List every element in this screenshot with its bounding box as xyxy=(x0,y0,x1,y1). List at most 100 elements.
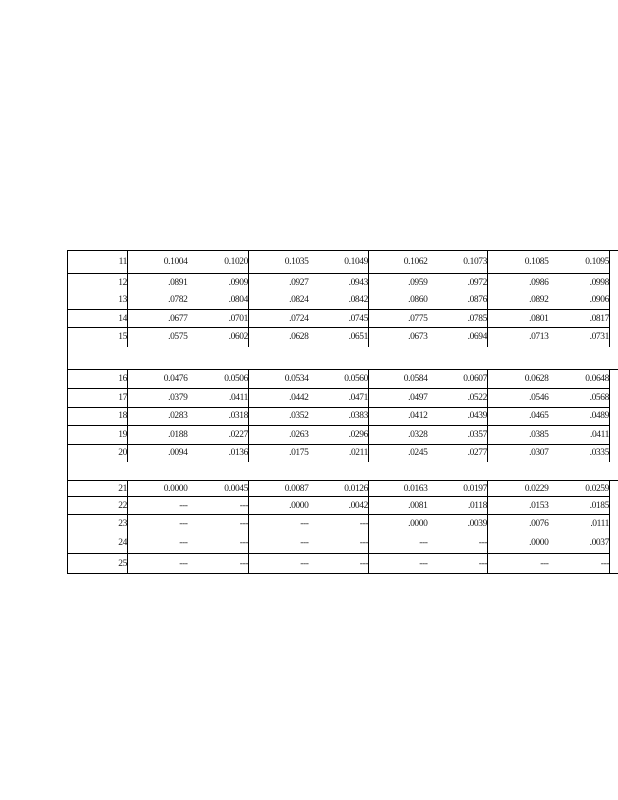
table-cell: .0094 xyxy=(168,448,188,459)
table-cell: .0731 xyxy=(548,327,610,347)
row-label: 20 xyxy=(67,444,128,462)
table-cell: 0.1020 xyxy=(187,250,249,274)
table-cell: .0909 xyxy=(187,273,249,292)
row-label: 11 xyxy=(67,250,128,274)
table-row: 17 .0379 .0411 .0442 .0471 .0497 .0522 .… xyxy=(67,388,618,408)
table-row: 23 --- --- --- --- .0000 .0039 .0076 .01… xyxy=(67,514,618,534)
table-cell: .0801 xyxy=(487,309,549,328)
table-cell: .0546 xyxy=(487,388,549,408)
table-cell: .0442 xyxy=(248,388,309,408)
table-cell: .0335 xyxy=(548,444,610,462)
table-cell: 0.0560 xyxy=(308,369,369,389)
row-label: 22 xyxy=(67,496,128,515)
table-cell-cutoff xyxy=(610,554,618,574)
table-cell: .0328 xyxy=(368,425,428,445)
table-cell: .0568 xyxy=(548,388,610,408)
table-cell: --- xyxy=(179,519,188,530)
table-cell: --- xyxy=(308,514,369,534)
row-label: 16 xyxy=(67,369,128,389)
row-label: 21 xyxy=(67,480,128,497)
table-row: 21 0.0000 0.0045 0.0087 0.0126 0.0163 0.… xyxy=(67,480,618,497)
table-cell: .0651 xyxy=(308,327,369,347)
table-cell: 0.0628 xyxy=(487,369,549,389)
table-cell: .0972 xyxy=(427,273,488,292)
table-cell-cutoff xyxy=(610,407,618,425)
table-cell: --- xyxy=(179,558,188,569)
table-cell: .0111 xyxy=(548,514,610,534)
table-cell: .0037 xyxy=(548,533,610,554)
table-cell-cutoff xyxy=(610,534,618,554)
table-cell-cutoff xyxy=(610,515,618,534)
table-cell: 0.0607 xyxy=(427,369,488,389)
row-label: 17 xyxy=(67,388,128,408)
table-cell: --- xyxy=(187,533,249,554)
table-cell: .0118 xyxy=(427,496,488,515)
table-cell: .0227 xyxy=(187,425,249,445)
table-band-2: 16 0.0476 0.0506 0.0534 0.0560 0.0584 0.… xyxy=(67,368,618,462)
band-gap xyxy=(67,462,618,480)
table-cell: --- xyxy=(187,496,249,515)
table-cell: .0745 xyxy=(308,309,369,328)
table-cell: .0701 xyxy=(187,309,249,328)
table-cell: 0.1095 xyxy=(548,250,610,274)
table-cell: .0775 xyxy=(368,309,428,328)
table-cell: .0188 xyxy=(127,425,188,445)
table-cell: .0383 xyxy=(308,407,369,426)
table-cell: .0385 xyxy=(487,425,549,445)
table-cell: .0136 xyxy=(187,444,249,462)
table-cell: 0.0648 xyxy=(548,369,610,389)
table-cell: .0318 xyxy=(187,407,249,426)
table-cell: --- xyxy=(300,558,309,569)
row-label: 18 xyxy=(67,407,128,426)
table-cell: .0817 xyxy=(548,309,610,328)
table-cell: .0677 xyxy=(127,309,188,328)
table-cell: .0153 xyxy=(487,496,549,515)
table-row: 19 .0188 .0227 .0263 .0296 .0328 .0357 .… xyxy=(67,425,618,445)
table-cell: .0628 xyxy=(289,332,309,343)
table-cell: --- xyxy=(127,496,188,515)
table-cell: .0842 xyxy=(308,291,369,310)
table-row: 11 0.1004 0.1020 0.1035 0.1049 0.1062 0.… xyxy=(67,250,618,274)
table-cell: .0673 xyxy=(408,332,428,343)
table-cell-cutoff xyxy=(610,388,618,407)
table-cell: .0986 xyxy=(529,277,549,288)
table-cell: .0694 xyxy=(427,327,488,347)
table-cell: 0.0126 xyxy=(308,480,369,497)
table-row: 24 --- --- --- --- --- --- .0000 .0037 xyxy=(67,533,618,554)
table-cell: .0357 xyxy=(427,425,488,445)
table-cell-cutoff xyxy=(610,292,618,310)
row-label: 25 xyxy=(67,553,128,574)
table-cell: .0785 xyxy=(427,309,488,328)
table-cell: --- xyxy=(540,558,549,569)
table-cell: .0522 xyxy=(427,388,488,408)
table-cell: --- xyxy=(427,553,488,574)
table-cell: .0724 xyxy=(248,309,309,328)
table-cell: .0471 xyxy=(308,388,369,408)
coefficient-table: 11 0.1004 0.1020 0.1035 0.1049 0.1062 0.… xyxy=(67,250,618,574)
table-cell: .0906 xyxy=(548,291,610,310)
table-band-1: 11 0.1004 0.1020 0.1035 0.1049 0.1062 0.… xyxy=(67,250,618,347)
table-cell: 0.0506 xyxy=(187,369,249,389)
table-cell: .0959 xyxy=(408,277,428,288)
table-cell: --- xyxy=(548,553,610,574)
table-cell: .0283 xyxy=(127,407,188,426)
table-cell: 0.0476 xyxy=(127,369,188,389)
table-cell: 0.0259 xyxy=(548,480,610,497)
table-cell: .0412 xyxy=(368,407,428,426)
table-cell: --- xyxy=(427,533,488,554)
table-row: 14 .0677 .0701 .0724 .0745 .0775 .0785 .… xyxy=(67,309,618,328)
table-cell: --- xyxy=(368,533,428,554)
table-cell-cutoff xyxy=(610,425,618,444)
table-row: 15 .0575 .0602 .0628 .0651 .0673 .0694 .… xyxy=(67,327,618,347)
table-cell-cutoff xyxy=(610,251,618,274)
table-row: 12 .0891 .0909 .0927 .0943 .0959 .0972 .… xyxy=(67,273,618,292)
table-cell: 0.0197 xyxy=(427,480,488,497)
table-cell: .0824 xyxy=(248,291,309,310)
row-label: 23 xyxy=(67,514,128,534)
table-cell: .0000 xyxy=(487,533,549,554)
table-cell: .0892 xyxy=(487,291,549,310)
table-cell: .0998 xyxy=(548,273,610,292)
table-cell: 0.1035 xyxy=(248,250,309,274)
table-cell: .0860 xyxy=(368,291,428,310)
table-cell: 0.1049 xyxy=(308,250,369,274)
